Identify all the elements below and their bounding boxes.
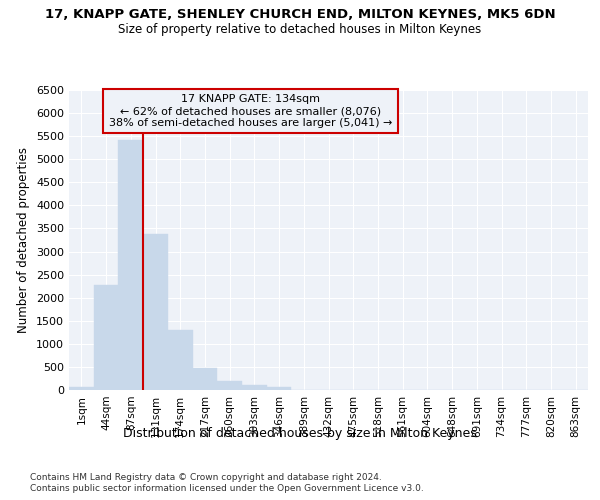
Text: Size of property relative to detached houses in Milton Keynes: Size of property relative to detached ho… <box>118 22 482 36</box>
Bar <box>193 368 217 390</box>
Bar <box>242 386 267 390</box>
Bar <box>143 234 168 390</box>
Y-axis label: Number of detached properties: Number of detached properties <box>17 147 31 333</box>
Bar <box>217 381 242 390</box>
Text: Distribution of detached houses by size in Milton Keynes: Distribution of detached houses by size … <box>123 428 477 440</box>
Bar <box>118 140 143 390</box>
Bar <box>69 387 94 390</box>
Text: 17, KNAPP GATE, SHENLEY CHURCH END, MILTON KEYNES, MK5 6DN: 17, KNAPP GATE, SHENLEY CHURCH END, MILT… <box>44 8 556 20</box>
Bar <box>168 330 193 390</box>
Text: Contains public sector information licensed under the Open Government Licence v3: Contains public sector information licen… <box>30 484 424 493</box>
Bar <box>94 285 118 390</box>
Text: Contains HM Land Registry data © Crown copyright and database right 2024.: Contains HM Land Registry data © Crown c… <box>30 472 382 482</box>
Bar <box>267 387 292 390</box>
Text: 17 KNAPP GATE: 134sqm
← 62% of detached houses are smaller (8,076)
38% of semi-d: 17 KNAPP GATE: 134sqm ← 62% of detached … <box>109 94 392 128</box>
